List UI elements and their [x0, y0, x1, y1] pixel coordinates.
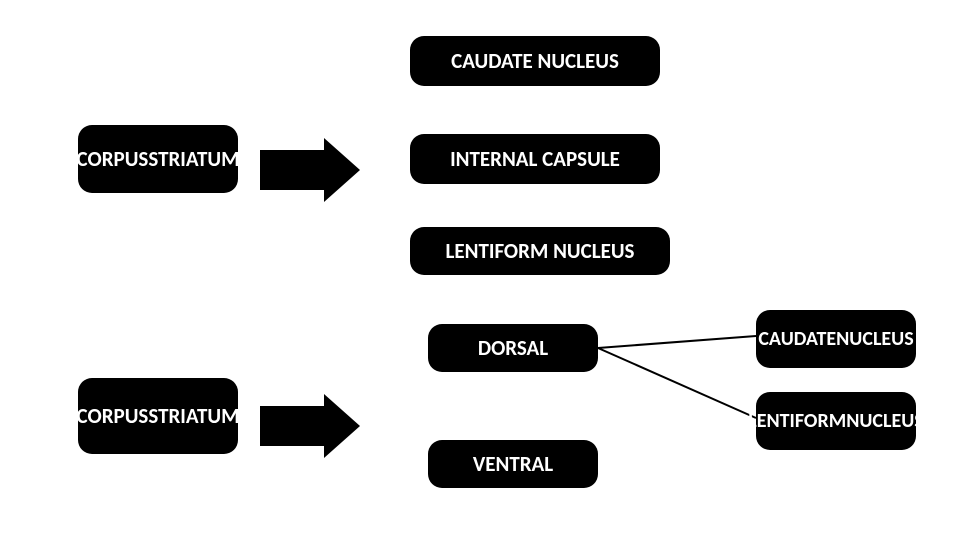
- line-dorsal-lentiform: [598, 348, 756, 418]
- node-ventral: VENTRAL: [428, 440, 598, 488]
- node-dorsal: DORSAL: [428, 324, 598, 372]
- node-corpus1: CORPUSSTRIATUM: [78, 125, 238, 193]
- node-internal: INTERNAL CAPSULE: [410, 134, 660, 184]
- line-dorsal-caudate: [598, 336, 756, 348]
- arrow-1: [260, 138, 360, 202]
- arrow-2: [260, 394, 360, 458]
- node-corpus2: CORPUSSTRIATUM: [78, 378, 238, 454]
- node-caudate1: CAUDATE NUCLEUS: [410, 36, 660, 86]
- node-lentiform1: LENTIFORM NUCLEUS: [410, 227, 670, 275]
- node-caudate2: CAUDATENUCLEUS: [756, 310, 916, 368]
- node-lentiform2: LENTIFORMNUCLEUS: [756, 392, 916, 450]
